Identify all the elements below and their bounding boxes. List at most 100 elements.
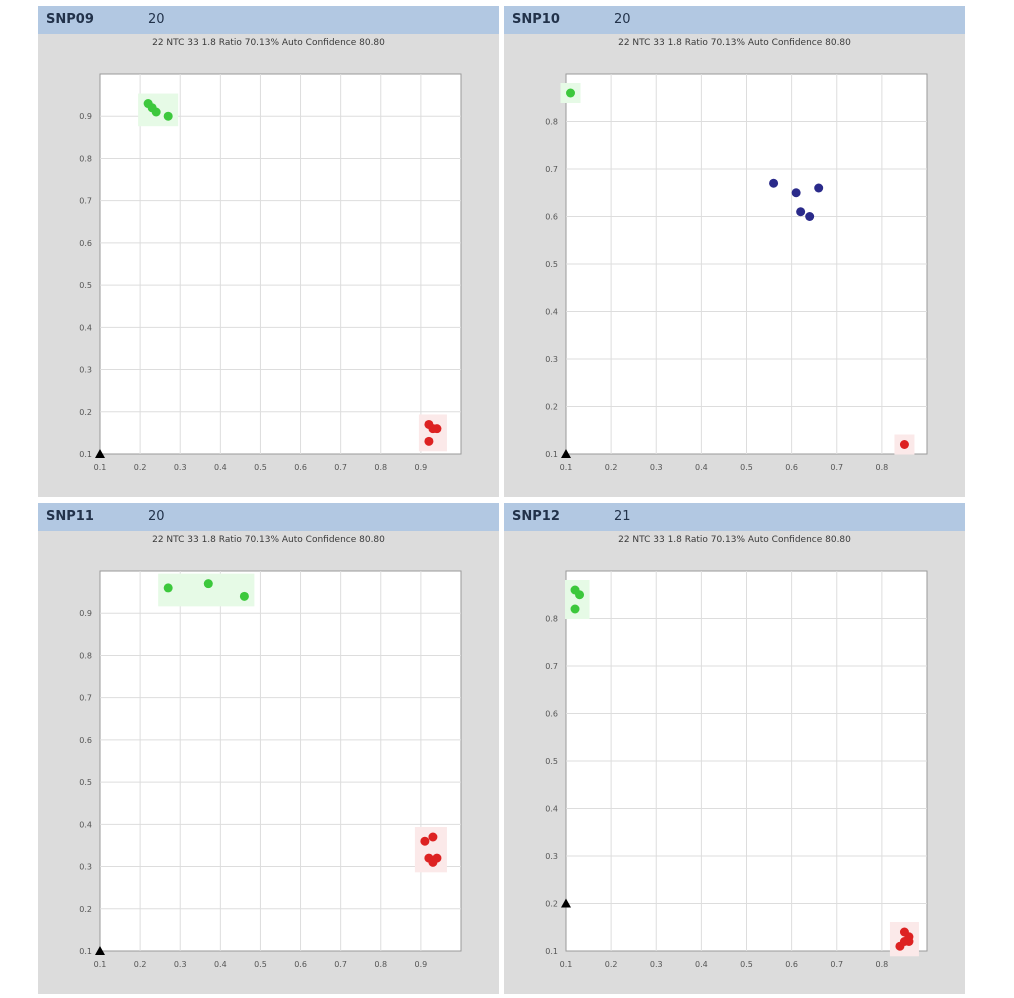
allele1-point: [203, 579, 213, 589]
y-tick-label: 0.4: [545, 805, 558, 814]
sample-count: 21: [614, 509, 631, 524]
y-tick-label: 0.2: [79, 408, 92, 417]
panel-info: 22 NTC 33 1.8 Ratio 70.13% Auto Confiden…: [618, 535, 851, 545]
heterozygous-point: [791, 188, 801, 198]
panel-snp10: SNP10 20 22 NTC 33 1.8 Ratio 70.13% Auto…: [504, 6, 965, 497]
y-tick-label: 0.8: [545, 615, 558, 624]
plot-area: [99, 73, 462, 455]
ntc-point: [561, 898, 571, 908]
allele2-point: [420, 836, 430, 846]
panel-info: 22 NTC 33 1.8 Ratio 70.13% Auto Confiden…: [152, 535, 385, 545]
panel-info: 22 NTC 33 1.8 Ratio 70.13% Auto Confiden…: [152, 38, 385, 48]
x-tick-label: 0.7: [334, 463, 347, 472]
x-tick-label: 0.3: [650, 960, 663, 969]
sample-count: 20: [614, 12, 631, 27]
x-tick-label: 0.8: [374, 463, 387, 472]
x-tick-label: 0.1: [560, 960, 573, 969]
panel-header: SNP12 21: [504, 503, 965, 531]
cluster-region: [565, 580, 590, 619]
y-tick-label: 0.1: [79, 947, 92, 956]
y-tick-label: 0.5: [79, 778, 92, 787]
y-tick-label: 0.6: [545, 213, 558, 222]
allele1-point: [566, 88, 576, 98]
y-tick-label: 0.2: [79, 905, 92, 914]
x-tick-label: 0.6: [294, 960, 307, 969]
y-tick-label: 0.6: [545, 710, 558, 719]
panel-header: SNP10 20: [504, 6, 965, 34]
allele1-point: [570, 604, 580, 614]
x-tick-label: 0.2: [605, 960, 618, 969]
y-tick-label: 0.8: [545, 118, 558, 127]
y-tick-label: 0.4: [79, 820, 92, 829]
snp-name: SNP10: [512, 12, 560, 27]
x-tick-label: 0.9: [415, 960, 428, 969]
allele1-point: [163, 111, 173, 121]
y-tick-label: 0.2: [545, 403, 558, 412]
allele2-point: [428, 832, 438, 842]
scatter-plot: 0.1 0.2 0.3 0.4 0.5 0.6 0.7 0.8 0.1 0.2 0.3 0.4 0.5 0…: [545, 73, 928, 472]
scatter-plot: 0.1 0.2 0.3 0.4 0.5 0.6 0.7 0.8 0.1 0.2 0.3 0.4 0.5 0…: [545, 570, 928, 969]
x-tick-label: 0.4: [695, 960, 708, 969]
x-tick-label: 0.5: [740, 463, 753, 472]
y-tick-label: 0.6: [79, 736, 92, 745]
y-tick-label: 0.4: [79, 323, 92, 332]
allele2-point: [432, 853, 442, 863]
allele2-point: [432, 424, 442, 434]
x-tick-label: 0.4: [695, 463, 708, 472]
y-tick-label: 0.4: [545, 308, 558, 317]
panel-header: SNP09 20: [38, 6, 499, 34]
x-tick-label: 0.8: [876, 960, 889, 969]
x-tick-label: 0.2: [134, 463, 147, 472]
x-tick-label: 0.6: [785, 463, 798, 472]
x-tick-label: 0.7: [334, 960, 347, 969]
allele2-point: [904, 937, 914, 946]
y-tick-label: 0.1: [79, 450, 92, 459]
y-tick-label: 0.7: [79, 197, 92, 206]
panel-info: 22 NTC 33 1.8 Ratio 70.13% Auto Confiden…: [618, 38, 851, 48]
gridlines: [566, 571, 927, 951]
cluster-region: [158, 573, 255, 607]
y-tick-label: 0.6: [79, 239, 92, 248]
x-tick-label: 0.1: [560, 463, 573, 472]
scatter-plot: 0.1 0.2 0.3 0.4 0.5 0.6 0.7 0.8 0.9 0.1 0.2 0.3 0.4 0…: [79, 73, 462, 472]
y-tick-label: 0.1: [545, 947, 558, 956]
gridlines: [566, 74, 927, 454]
y-tick-label: 0.9: [79, 609, 92, 618]
x-tick-label: 0.1: [94, 463, 107, 472]
heterozygous-point: [769, 178, 779, 188]
y-tick-label: 0.5: [545, 260, 558, 269]
allele1-point: [575, 590, 585, 600]
sample-count: 20: [148, 12, 165, 27]
x-tick-label: 0.5: [740, 960, 753, 969]
x-tick-label: 0.7: [830, 960, 843, 969]
allele2-point: [424, 436, 434, 446]
x-tick-label: 0.5: [254, 960, 267, 969]
snp-name: SNP09: [46, 12, 94, 27]
x-tick-label: 0.4: [214, 960, 227, 969]
allele2-point: [899, 440, 909, 449]
allele1-point: [239, 591, 249, 601]
x-tick-label: 0.8: [876, 463, 889, 472]
y-tick-label: 0.9: [79, 112, 92, 121]
x-tick-label: 0.3: [174, 463, 187, 472]
y-tick-label: 0.3: [545, 852, 558, 861]
x-tick-label: 0.5: [254, 463, 267, 472]
heterozygous-point: [814, 183, 824, 193]
x-tick-label: 0.2: [605, 463, 618, 472]
y-tick-label: 0.7: [545, 662, 558, 671]
y-tick-label: 0.8: [79, 154, 92, 163]
y-tick-label: 0.1: [545, 450, 558, 459]
x-tick-label: 0.2: [134, 960, 147, 969]
plot-area: [99, 570, 462, 952]
y-tick-label: 0.5: [545, 757, 558, 766]
panel-header: SNP11 20: [38, 503, 499, 531]
x-tick-label: 0.6: [785, 960, 798, 969]
snp-name: SNP11: [46, 509, 94, 524]
y-tick-label: 0.7: [79, 694, 92, 703]
heterozygous-point: [796, 207, 806, 217]
y-tick-label: 0.3: [79, 863, 92, 872]
y-tick-label: 0.5: [79, 281, 92, 290]
allele1-point: [163, 583, 173, 593]
scatter-grid: SNP09 20 22 NTC 33 1.8 Ratio 70.13% Auto…: [38, 6, 965, 994]
snp-name: SNP12: [512, 509, 560, 524]
